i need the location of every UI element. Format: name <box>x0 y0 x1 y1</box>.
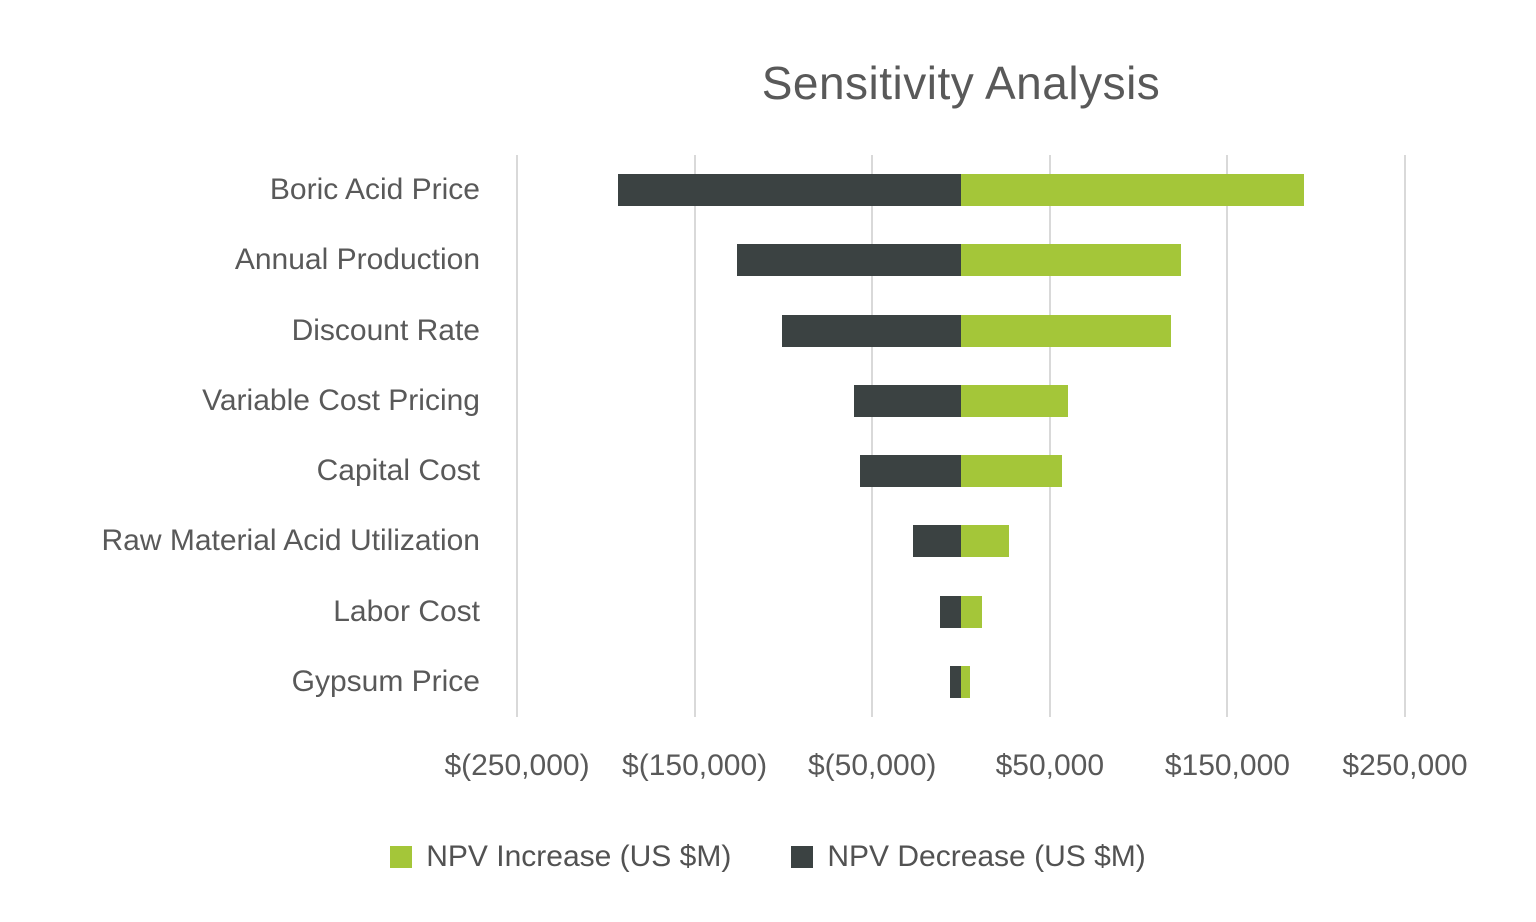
gridlines <box>516 155 1406 717</box>
chart-title: Sensitivity Analysis <box>761 57 1161 109</box>
npv-increase-bar <box>961 174 1304 206</box>
category-label: Annual Production <box>234 243 480 277</box>
legend-label: NPV Increase (US $M) <box>426 840 732 873</box>
legend-swatch <box>390 846 413 868</box>
legend: NPV Increase (US $M) NPV Decrease (US $M) <box>0 840 1536 874</box>
gridline <box>871 155 874 717</box>
npv-increase-bar <box>961 455 1063 487</box>
category-label: Raw Material Acid Utilization <box>101 524 480 558</box>
x-axis-tick-label: $(250,000) <box>444 749 590 782</box>
bars-layer <box>517 155 1405 717</box>
npv-decrease-bar <box>950 665 961 698</box>
gridline <box>1048 155 1051 717</box>
plot-area <box>516 155 1406 717</box>
category-labels: Boric Acid Price Annual Production Discoun… <box>0 155 480 717</box>
npv-increase-bar <box>961 665 970 698</box>
npv-decrease-bar <box>913 525 961 558</box>
npv-increase-bar <box>961 525 1009 558</box>
gridline <box>516 155 518 717</box>
x-axis-tick-label: $150,000 <box>1164 749 1290 782</box>
category-label: Variable Cost Pricing <box>202 383 480 417</box>
category-label: Discount Rate <box>291 313 480 347</box>
npv-decrease-bar <box>618 174 961 206</box>
gridline <box>693 155 696 717</box>
category-label: Gypsum Price <box>291 664 480 698</box>
x-axis-ticks: $(250,000) $(150,000) $(50,000) $50,000 $150… <box>444 749 1467 793</box>
npv-increase-bar <box>961 244 1182 277</box>
gridline <box>1226 155 1229 717</box>
legend-item: NPV Increase (US $M) <box>390 840 731 874</box>
npv-increase-bar <box>961 595 983 628</box>
category-label: Boric Acid Price <box>269 173 480 207</box>
category-label: Capital Cost <box>316 454 480 488</box>
npv-decrease-bar <box>737 244 961 277</box>
legend-label: NPV Decrease (US $M) <box>827 840 1146 873</box>
legend-item: NPV Decrease (US $M) <box>791 840 1146 874</box>
x-axis-tick-label: $(50,000) <box>807 749 937 782</box>
npv-decrease-bar <box>859 455 961 487</box>
npv-decrease-bar <box>854 384 961 417</box>
npv-increase-bar <box>961 314 1171 347</box>
x-axis-tick-label: $50,000 <box>995 749 1105 782</box>
category-label: Labor Cost <box>333 594 480 628</box>
npv-increase-bar <box>961 384 1068 417</box>
gridline <box>1404 155 1406 717</box>
npv-decrease-bar <box>939 595 961 628</box>
x-axis-tick-label: $(150,000) <box>622 749 768 782</box>
npv-decrease-bar <box>781 314 961 347</box>
legend-swatch <box>791 846 814 868</box>
x-axis-tick-label: $250,000 <box>1342 749 1468 782</box>
